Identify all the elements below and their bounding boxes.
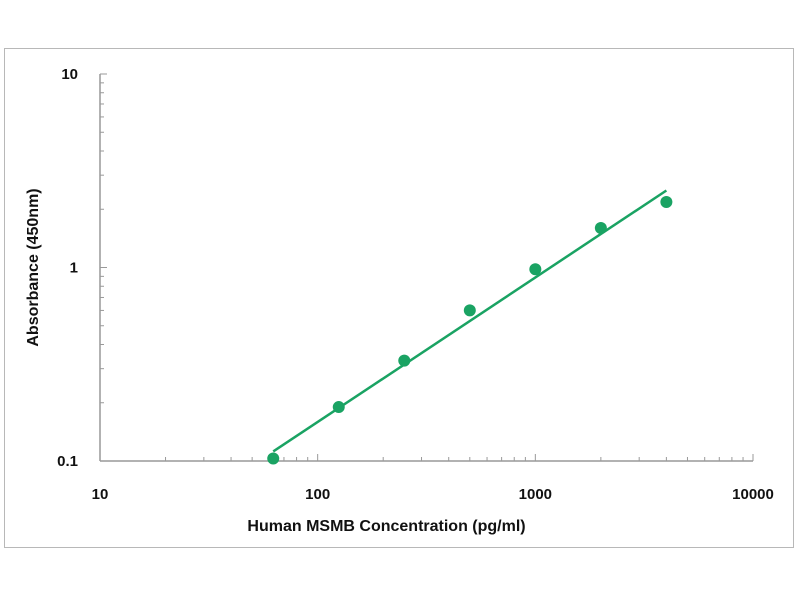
x-tick-label: 100 [305, 486, 330, 503]
y-axis-title: Absorbance (450nm) [25, 188, 42, 346]
y-tick-label: 1 [70, 260, 78, 277]
x-tick-label: 10 [92, 486, 109, 503]
data-point [463, 304, 476, 317]
x-tick-label: 10000 [732, 486, 774, 503]
fit-line-layer [272, 189, 668, 453]
x-tick-label: 1000 [519, 486, 552, 503]
tick-labels: 10 100 1000 10000 0.1 1 10 [57, 66, 774, 503]
data-point [660, 196, 673, 209]
data-point [529, 263, 542, 276]
fit-line [272, 189, 668, 453]
data-point [594, 222, 607, 235]
y-tick-label: 0.1 [57, 453, 78, 470]
x-axis-title: Human MSMB Concentration (pg/ml) [247, 518, 525, 535]
data-point [267, 452, 280, 465]
data-point [332, 401, 345, 414]
chart-frame [4, 48, 794, 548]
y-tick-label: 10 [61, 66, 78, 83]
data-point [398, 354, 411, 367]
axes [99, 73, 754, 462]
data-points [267, 196, 673, 465]
